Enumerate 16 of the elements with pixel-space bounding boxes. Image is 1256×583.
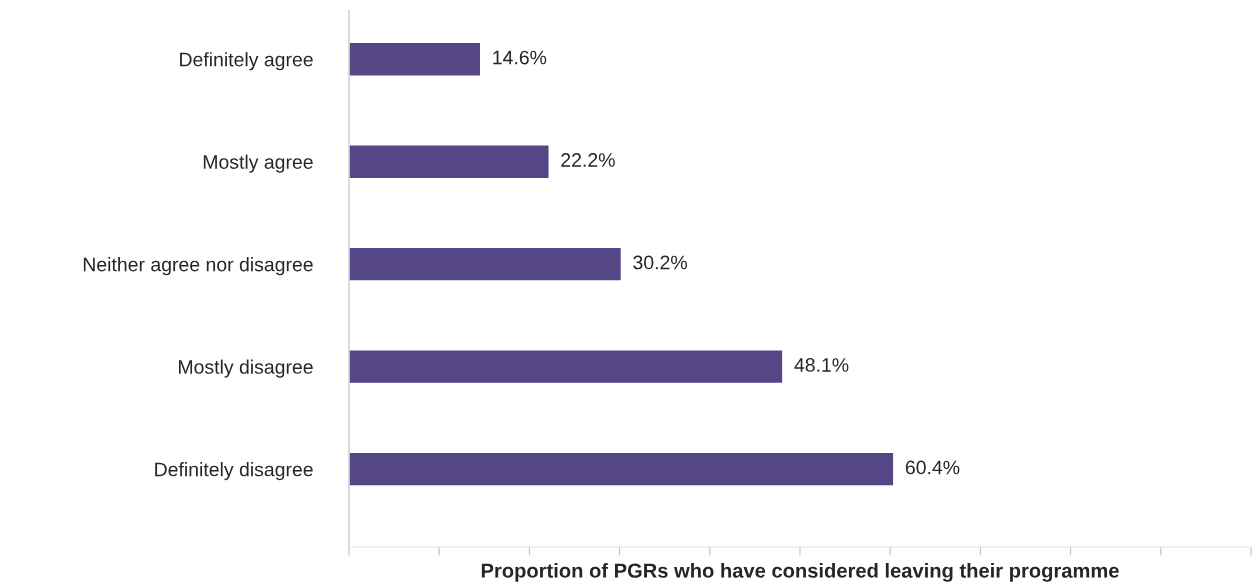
data-label: 48.1% [794, 358, 849, 372]
y-tick-label: Definitely disagree [155, 462, 313, 481]
y-tick-label: Definitely agree [180, 52, 313, 71]
data-label: 22.2% [561, 153, 615, 167]
data-label: 60.4% [905, 460, 960, 475]
bar [349, 246, 623, 282]
bar [349, 451, 895, 487]
y-tick-label: Neither agree nor disagree [83, 257, 313, 276]
x-axis-title: Proportion of PGRs who have considered leaving their programme [481, 562, 1119, 582]
bar [349, 144, 550, 180]
y-tick-label: Mostly disagree [179, 359, 313, 378]
data-label: 30.2% [633, 255, 687, 270]
bar [349, 349, 784, 385]
bar [349, 41, 482, 77]
data-label: 14.6% [493, 50, 547, 65]
y-tick-label: Mostly agree [203, 154, 313, 173]
